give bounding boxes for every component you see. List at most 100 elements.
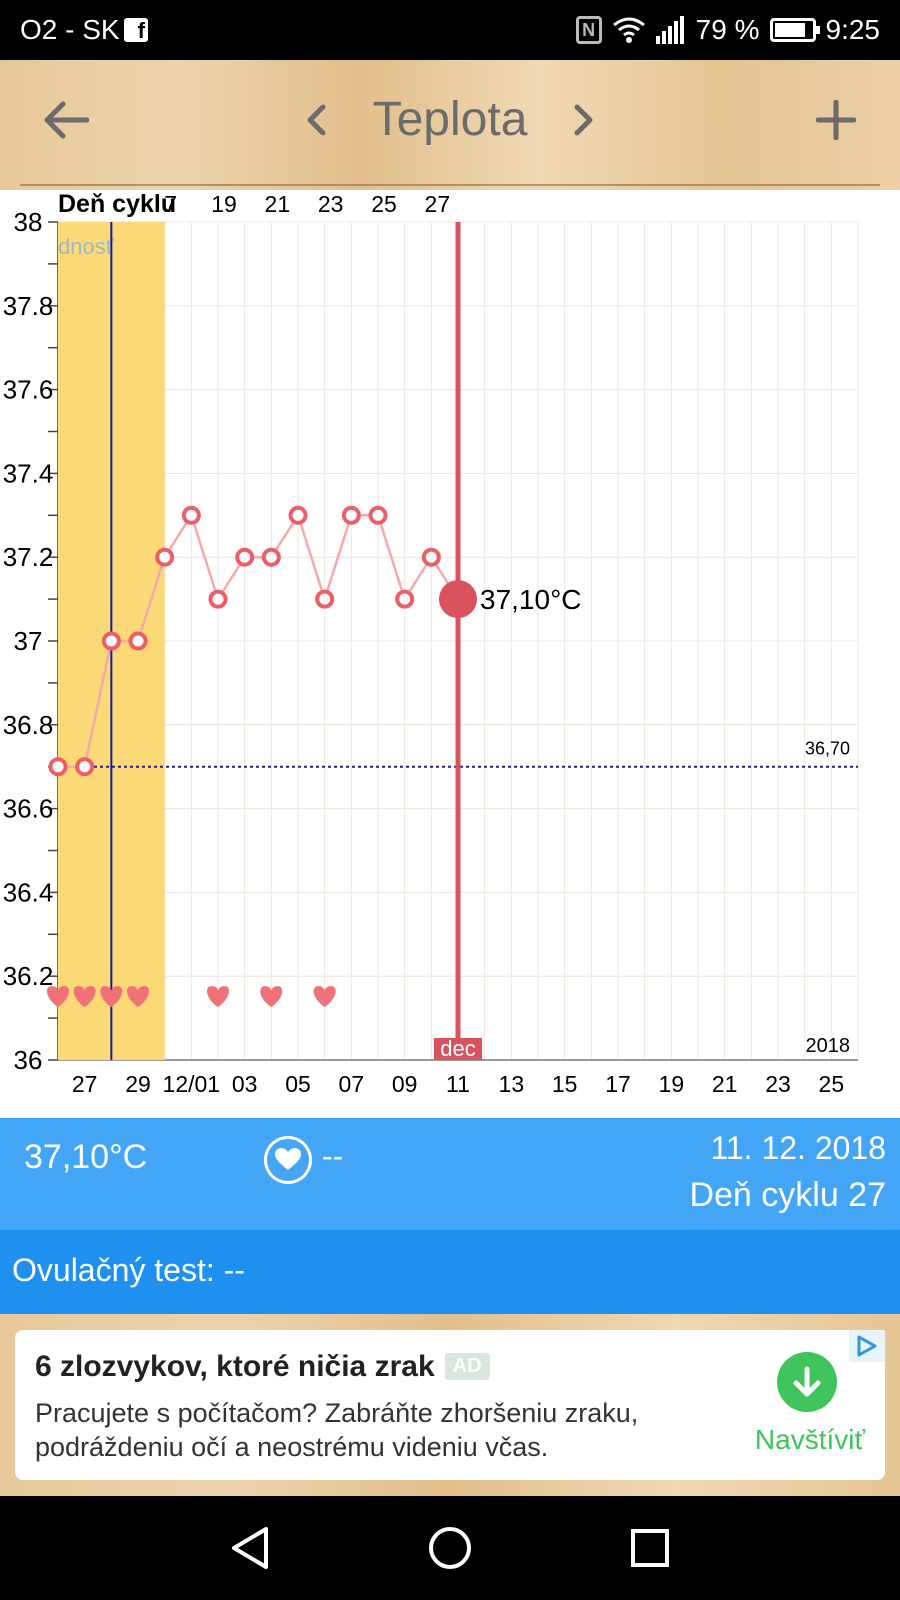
y-tick-label: 37.8 [3, 291, 54, 321]
temperature-point [421, 547, 441, 567]
heart-icon [313, 986, 336, 1008]
heart-icon [47, 986, 69, 1008]
chevron-right-icon [574, 104, 593, 136]
x-tick-label: 29 [125, 1071, 151, 1097]
selected-value-label: 37,10°C [480, 584, 582, 615]
ad-title[interactable]: 6 zlozvykov, ktoré ničia zrak AD [35, 1350, 490, 1384]
add-button[interactable] [806, 90, 866, 150]
year-label: 2018 [806, 1035, 851, 1057]
y-tick-label: 37.4 [3, 458, 54, 488]
x-tick-label: 07 [339, 1071, 365, 1097]
chevron-left-icon [307, 104, 326, 136]
intercourse-markers [47, 986, 336, 1008]
x-tick-label: 15 [552, 1071, 578, 1097]
ad-visit-button[interactable]: Navštíviť [754, 1424, 865, 1455]
y-tick-label: 38 [14, 207, 43, 237]
x-tick-label: 05 [285, 1071, 311, 1097]
clock: 9:25 [825, 14, 881, 45]
x-tick-label: 19 [659, 1071, 685, 1097]
temperature-point [101, 631, 121, 651]
recents-square-icon [631, 1529, 669, 1567]
ovulation-test-label: Ovulačný test: -- [12, 1252, 245, 1288]
battery-level [774, 23, 805, 37]
carrier-name: O2 - SK [20, 14, 120, 45]
temperature-point [48, 757, 68, 777]
heart-icon [260, 986, 283, 1008]
nav-recents-button[interactable] [622, 1520, 678, 1576]
heart-icon [127, 986, 149, 1008]
cycle-day-label: 21 [265, 191, 291, 217]
day-temperature: 37,10°C [24, 1138, 148, 1176]
temperature-point [368, 505, 388, 525]
status-bar: O2 - SK f N 79 % 9:25 [0, 0, 900, 60]
ad-card[interactable]: 6 zlozvykov, ktoré ničia zrak AD Pracujet… [15, 1330, 885, 1480]
y-tick-label: 37.6 [3, 375, 54, 405]
temperature-point [208, 589, 228, 609]
previous-button[interactable] [296, 90, 336, 150]
x-tick-label: 12/01 [163, 1071, 221, 1097]
back-triangle-icon [232, 1527, 268, 1569]
toolbar: Teplota [0, 60, 900, 190]
home-circle-icon [429, 1527, 471, 1569]
heart-icon [100, 986, 123, 1008]
x-tick-label: 17 [605, 1071, 631, 1097]
cycle-day-label: 19 [211, 191, 237, 217]
y-tick-label: 36.8 [3, 710, 54, 740]
y-tick-label: 36.6 [3, 794, 54, 824]
intercourse-value: -- [322, 1138, 344, 1174]
coverline-label: 36,70 [805, 739, 850, 759]
battery-percent: 79 % [695, 14, 760, 45]
nav-back-button[interactable] [222, 1520, 278, 1576]
next-button[interactable] [564, 90, 604, 150]
cycle-day-label: 25 [371, 191, 397, 217]
x-tick-label: 09 [392, 1071, 418, 1097]
ad-title-text: 6 zlozvykov, ktoré ničia zrak [35, 1350, 435, 1383]
facebook-icon: f [124, 18, 148, 43]
temperature-chart[interactable]: dnosť 38 37.8 37.6 37.4 37.2 37 36.8 36.6 36.4 36… [0, 190, 900, 1118]
heart-icon [73, 986, 96, 1008]
plus-icon [816, 100, 856, 140]
cycle-day-axis-title: Deň cyklu [58, 190, 176, 218]
day-info-bar[interactable]: 37,10°C -- 11. 12. 2018 Deň cyklu 27 [0, 1118, 900, 1230]
battery-icon [769, 18, 820, 42]
x-tick-label: 23 [765, 1071, 791, 1097]
temperature-point [181, 505, 201, 525]
x-tick-label: 11 [446, 1071, 470, 1097]
status-icons: N 79 % 9:25 [575, 14, 881, 46]
nfc-icon: N [575, 16, 602, 44]
signal-icon [655, 16, 684, 44]
temperature-line [58, 512, 460, 768]
y-tick-label: 36 [14, 1045, 43, 1075]
chart-svg[interactable]: dnosť 38 37.8 37.6 37.4 37.2 37 36.8 36.6 36.4 36… [0, 190, 900, 1118]
ad-badge: AD [444, 1353, 490, 1380]
cycle-day-axis: 7 19 21 23 25 27 [164, 191, 450, 217]
cycle-day: Deň cyklu 27 [689, 1176, 886, 1214]
temperature-point [395, 589, 415, 609]
temperature-points [48, 505, 441, 777]
y-tick-label: 36.4 [3, 877, 54, 907]
ad-visit-icon[interactable] [777, 1352, 837, 1412]
temperature-point [128, 631, 148, 651]
heart-circle-icon [264, 1136, 312, 1184]
ovulation-test-bar[interactable]: Ovulačný test: -- [0, 1230, 900, 1314]
temperature-point [75, 757, 95, 777]
temperature-point [315, 589, 335, 609]
ad-area: 6 zlozvykov, ktoré ničia zrak AD Pracujet… [0, 1314, 900, 1496]
temperature-point [341, 505, 361, 525]
adchoices-icon[interactable] [849, 1330, 885, 1362]
back-button[interactable] [36, 90, 96, 150]
x-axis: 27 29 12/01 03 05 07 09 11 13 15 17 19 21 23 25 [72, 1071, 844, 1097]
y-tick-label: 36.2 [3, 961, 54, 991]
selected-point[interactable] [439, 580, 477, 619]
nav-home-button[interactable] [422, 1520, 478, 1576]
y-tick-label: 37 [14, 626, 43, 656]
month-badge [434, 1038, 482, 1060]
x-tick-label: 21 [712, 1071, 738, 1097]
wifi-icon [612, 17, 645, 43]
temperature-point [155, 547, 175, 567]
temperature-point [235, 547, 255, 567]
cycle-day-label: 7 [164, 191, 177, 217]
toolbar-divider [20, 184, 880, 186]
system-nav-bar [0, 1496, 900, 1600]
x-tick-label: 25 [819, 1071, 845, 1097]
